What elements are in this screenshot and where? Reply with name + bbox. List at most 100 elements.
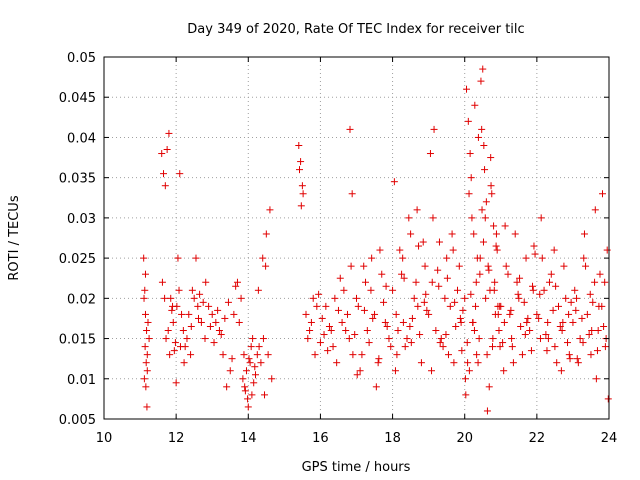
data-point <box>588 327 596 335</box>
data-point <box>492 230 500 238</box>
data-point <box>472 302 480 310</box>
data-point <box>208 310 216 318</box>
data-point <box>483 351 491 359</box>
data-point <box>565 310 573 318</box>
data-point <box>257 359 265 367</box>
data-point <box>389 286 397 294</box>
data-point <box>268 375 276 383</box>
data-point <box>172 379 180 387</box>
data-point <box>601 343 609 351</box>
data-point <box>535 314 543 322</box>
data-point <box>463 339 471 347</box>
data-point <box>217 331 225 339</box>
x-tick-label: 20 <box>456 431 473 446</box>
data-point <box>262 262 270 270</box>
data-point <box>476 270 484 278</box>
x-tick-label: 10 <box>96 431 113 446</box>
data-point <box>499 339 507 347</box>
data-point <box>324 347 332 355</box>
data-point <box>296 166 304 174</box>
data-point <box>475 335 483 343</box>
data-point <box>514 290 522 298</box>
data-point <box>226 367 234 375</box>
data-point <box>423 306 431 314</box>
data-point <box>140 375 148 383</box>
data-point <box>596 270 604 278</box>
data-point <box>558 327 566 335</box>
data-point <box>398 270 406 278</box>
data-point <box>345 335 353 343</box>
y-tick-label: 0.04 <box>67 131 96 146</box>
data-point <box>593 347 601 355</box>
data-point <box>145 335 153 343</box>
data-point <box>425 310 433 318</box>
data-point <box>451 298 459 306</box>
data-point <box>442 331 450 339</box>
data-point <box>600 322 608 330</box>
y-tick-label: 0.005 <box>59 413 96 428</box>
data-point <box>188 286 196 294</box>
data-point <box>516 274 524 282</box>
data-point <box>295 141 303 149</box>
data-point <box>557 367 565 375</box>
data-point <box>206 322 214 330</box>
data-point <box>414 302 422 310</box>
data-point <box>179 327 187 335</box>
data-point <box>259 335 267 343</box>
data-point <box>349 351 357 359</box>
data-point <box>245 355 253 363</box>
data-point <box>246 359 254 367</box>
data-point <box>484 262 492 270</box>
data-point <box>545 278 553 286</box>
data-point <box>399 318 407 326</box>
data-point <box>164 327 172 335</box>
x-tick-label: 16 <box>312 431 329 446</box>
data-point <box>367 286 375 294</box>
data-point <box>509 359 517 367</box>
data-point <box>140 294 148 302</box>
data-point <box>591 278 599 286</box>
data-point <box>380 298 388 306</box>
data-point <box>315 290 323 298</box>
data-point <box>309 294 317 302</box>
data-point <box>244 403 252 411</box>
data-point <box>346 125 354 133</box>
data-point <box>556 322 564 330</box>
data-point <box>415 242 423 250</box>
data-point <box>419 238 427 246</box>
y-tick-label: 0.035 <box>59 172 96 187</box>
data-point <box>163 146 171 154</box>
data-point <box>247 343 255 351</box>
data-point <box>547 270 555 278</box>
data-point <box>214 306 222 314</box>
data-point <box>250 379 258 387</box>
data-point <box>381 318 389 326</box>
x-tick-label: 14 <box>240 431 257 446</box>
data-point <box>166 351 174 359</box>
data-point <box>406 322 414 330</box>
data-point <box>478 206 486 214</box>
data-point <box>181 343 189 351</box>
data-point <box>456 314 464 322</box>
data-point <box>492 242 500 250</box>
data-point <box>468 214 476 222</box>
data-point <box>297 202 305 210</box>
data-point <box>322 302 330 310</box>
data-point <box>408 314 416 322</box>
data-point <box>531 250 539 258</box>
data-point <box>224 298 232 306</box>
data-point <box>543 347 551 355</box>
data-point <box>403 335 411 343</box>
data-point <box>435 238 443 246</box>
data-point <box>266 206 274 214</box>
data-point <box>462 391 470 399</box>
data-point <box>158 278 166 286</box>
data-point <box>362 278 370 286</box>
data-point <box>527 347 535 355</box>
data-point <box>572 306 580 314</box>
data-point <box>318 314 326 322</box>
data-point <box>169 318 177 326</box>
data-point <box>537 214 545 222</box>
data-point <box>410 294 418 302</box>
data-point <box>212 318 220 326</box>
